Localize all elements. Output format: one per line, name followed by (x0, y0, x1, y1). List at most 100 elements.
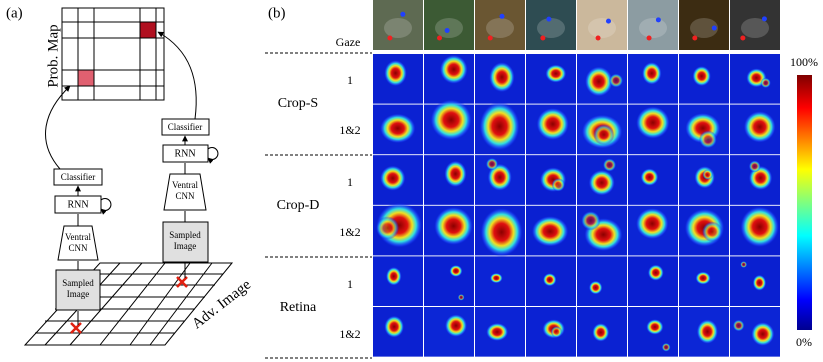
gaze-dot (711, 25, 717, 31)
heatmap-blob (439, 54, 469, 85)
heatmap-blob (385, 266, 402, 286)
heatmap-blob (485, 322, 509, 342)
heatmap-blob (536, 107, 570, 141)
heatmap-blob (608, 73, 624, 88)
classifier-label: Classifier (168, 122, 203, 132)
gaze-dot (387, 35, 393, 41)
heatmap-blob (542, 272, 557, 287)
heatmap-blob (479, 207, 524, 257)
gaze-dot (437, 35, 443, 41)
heatmap-blob (580, 210, 601, 231)
heatmap-blob (702, 169, 714, 180)
method-label: Crop-S (278, 96, 318, 111)
gaze-dot (400, 11, 406, 17)
panel-label: (a) (6, 5, 23, 21)
heatmap-blob (602, 158, 617, 172)
method-label: Crop-D (277, 198, 320, 213)
photo-object (435, 18, 463, 38)
step-label: 1&2 (339, 225, 360, 239)
heatmap-blob (545, 64, 567, 83)
gaze-dot (499, 13, 505, 19)
heatmap-blob (449, 264, 463, 278)
gaze-dot (444, 28, 450, 34)
step-label: 1&2 (339, 327, 360, 341)
gaze-dot (605, 18, 611, 24)
heatmap-blob (661, 342, 671, 352)
method-label: Retina (280, 300, 317, 315)
photo (628, 0, 678, 50)
sampled-label: Sampled Image (62, 278, 94, 299)
photo (730, 0, 780, 50)
classifier-label: Classifier (61, 172, 96, 182)
cnn-label: Ventral CNN (172, 180, 198, 201)
photo-object (486, 18, 514, 38)
gaze-dot (595, 35, 601, 41)
heatmap-blob (433, 206, 474, 246)
gaze-dot (740, 35, 746, 41)
heatmap-blob (383, 59, 408, 87)
photo (424, 0, 474, 50)
heatmap (577, 256, 627, 306)
colorbar-min: 0% (796, 335, 812, 349)
photo (475, 0, 525, 50)
heatmap-blob (635, 207, 670, 240)
photo (577, 0, 627, 50)
heatmap-blob (752, 274, 767, 291)
heatmap-blob (641, 61, 662, 85)
heatmap-blob (531, 215, 569, 248)
step-label: 1&2 (339, 123, 360, 137)
heatmap-blob (732, 319, 745, 332)
heatmap-blob (457, 293, 465, 301)
photo (526, 0, 576, 50)
heatmap-noise (424, 256, 474, 306)
gaze-dot (546, 16, 552, 22)
heatmap-blob (487, 163, 513, 192)
cnn-label: Ventral CNN (65, 232, 91, 253)
right-stack (157, 31, 219, 278)
gaze-dot (655, 17, 661, 23)
photo-object (588, 18, 616, 38)
photo (373, 0, 423, 50)
heatmap-blob (696, 318, 719, 345)
heatmap-blob (488, 61, 516, 93)
heatmap-blob (588, 280, 603, 295)
photo-object (741, 18, 769, 38)
photo-object (384, 18, 412, 38)
heatmap-blob (748, 160, 761, 173)
heatmap (628, 256, 678, 306)
heatmap-blob (635, 105, 671, 140)
rnn-label: RNN (174, 148, 195, 159)
heatmap-blob (640, 168, 659, 187)
step-label: 1 (347, 277, 353, 291)
left-stack (45, 85, 112, 325)
step-label: 1 (347, 73, 353, 87)
heatmap-blob (743, 110, 777, 144)
prob-map-label: Prob. Map (45, 24, 61, 87)
heatmap-blob (383, 315, 405, 339)
gaze-mark (70, 276, 188, 334)
heatmap-blob (478, 101, 521, 152)
rnn-label: RNN (67, 199, 88, 210)
heatmap-blob (740, 261, 748, 268)
heatmap-blob (443, 160, 467, 188)
sampled-label: Sampled Image (169, 230, 201, 251)
heatmap-blob (429, 99, 473, 141)
gaze-dot (761, 16, 767, 22)
panel-label: (b) (268, 5, 286, 21)
heatmap-blob (375, 216, 400, 240)
heatmap-blob (698, 130, 718, 149)
heatmap-blob (702, 221, 723, 242)
colorbar-max: 100% (790, 55, 818, 69)
gaze-dot (646, 35, 652, 41)
heatmap-grid (373, 0, 780, 357)
heatmap-blob (695, 271, 711, 285)
heatmap-noise (628, 256, 678, 306)
gaze-label: Gaze (336, 35, 361, 49)
heatmap-blob (592, 322, 610, 342)
prob-map-grid (61, 7, 165, 101)
heatmap-blob (489, 272, 503, 284)
heatmap-blob (750, 321, 775, 347)
heatmap-blob (588, 169, 616, 196)
heatmap-blob (739, 205, 780, 248)
photo (679, 0, 729, 50)
